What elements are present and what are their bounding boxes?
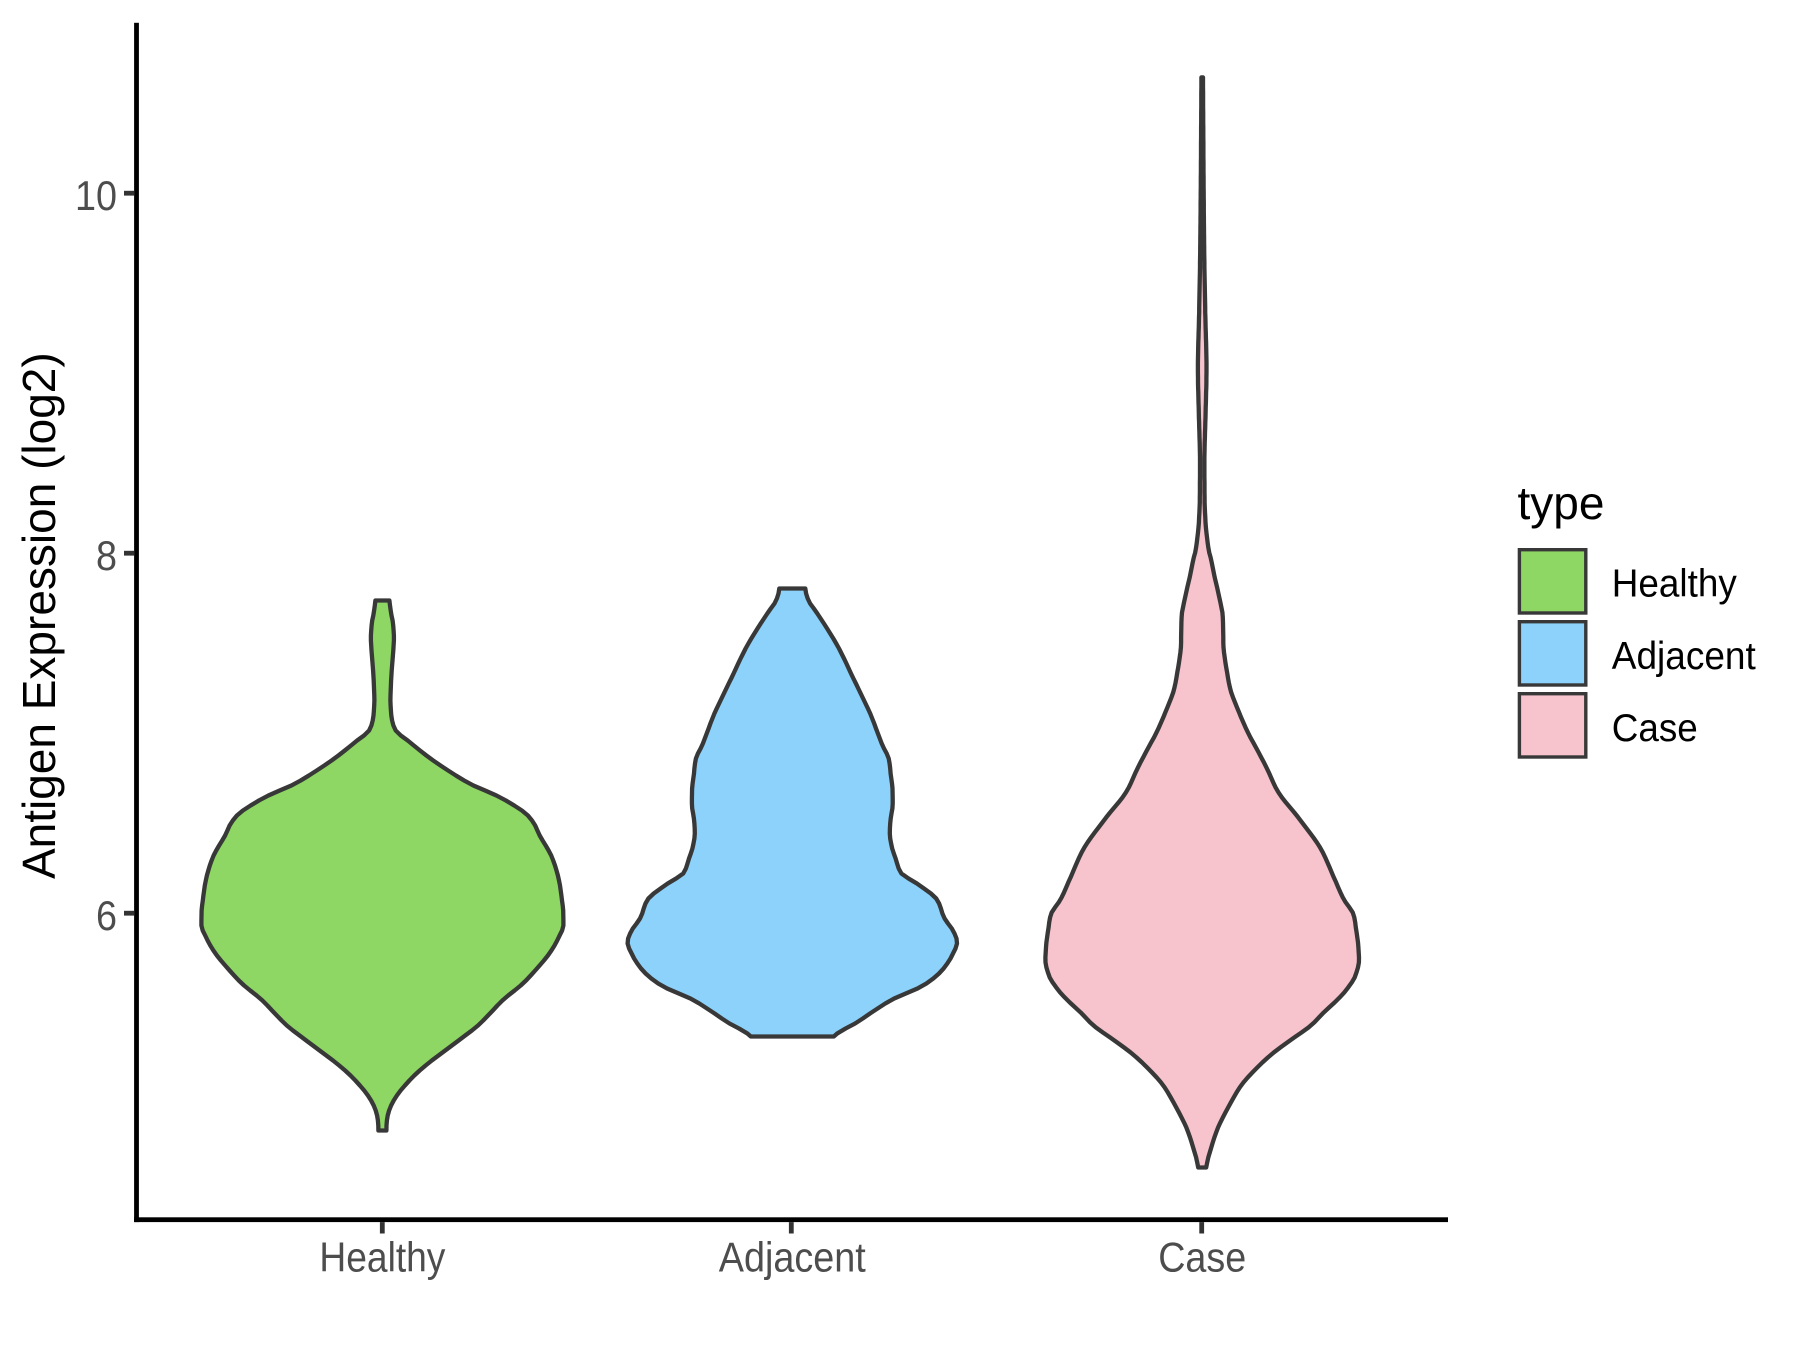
svg-text:8: 8: [96, 532, 117, 579]
svg-text:Case: Case: [1158, 1234, 1246, 1281]
svg-text:Healthy: Healthy: [1612, 563, 1737, 606]
svg-text:Adjacent: Adjacent: [719, 1234, 866, 1281]
svg-text:Adjacent: Adjacent: [1612, 635, 1756, 678]
svg-text:Healthy: Healthy: [319, 1234, 445, 1281]
svg-text:10: 10: [75, 172, 117, 219]
svg-text:Case: Case: [1612, 707, 1698, 750]
svg-text:6: 6: [96, 892, 117, 939]
svg-text:Antigen Expression (log2): Antigen Expression (log2): [13, 352, 65, 879]
svg-text:type: type: [1518, 477, 1605, 529]
